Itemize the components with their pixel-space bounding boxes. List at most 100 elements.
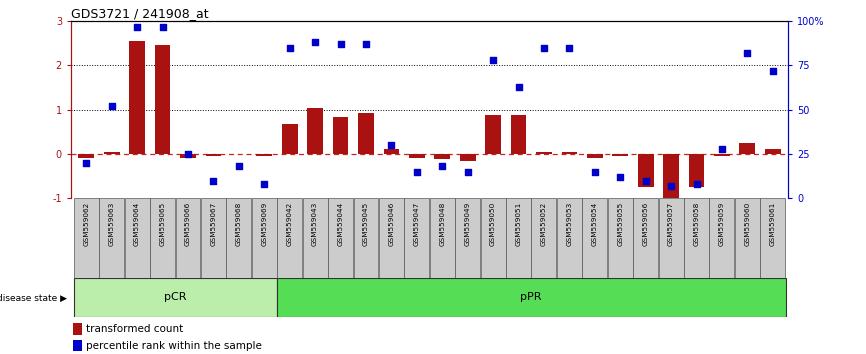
FancyBboxPatch shape xyxy=(456,198,480,278)
Point xyxy=(206,178,220,183)
Point xyxy=(232,164,246,169)
Point xyxy=(486,57,500,63)
Text: pCR: pCR xyxy=(164,292,186,302)
Bar xyxy=(205,154,222,156)
Bar xyxy=(688,154,704,187)
Point xyxy=(613,174,627,180)
Bar xyxy=(155,45,171,154)
Point xyxy=(512,84,526,90)
FancyBboxPatch shape xyxy=(481,198,506,278)
Text: GSM559046: GSM559046 xyxy=(388,201,394,246)
FancyBboxPatch shape xyxy=(532,198,557,278)
FancyBboxPatch shape xyxy=(633,198,658,278)
Text: GSM559043: GSM559043 xyxy=(312,201,318,246)
Text: GSM559059: GSM559059 xyxy=(719,201,725,246)
FancyBboxPatch shape xyxy=(684,198,709,278)
FancyBboxPatch shape xyxy=(353,198,378,278)
Point xyxy=(105,103,119,109)
FancyBboxPatch shape xyxy=(74,278,277,317)
Point xyxy=(664,183,678,189)
Bar xyxy=(409,154,424,158)
Text: GSM559060: GSM559060 xyxy=(745,201,750,246)
Bar xyxy=(435,154,450,159)
Point xyxy=(537,45,551,51)
Bar xyxy=(460,154,475,161)
Bar xyxy=(358,113,374,154)
Point xyxy=(436,164,449,169)
FancyBboxPatch shape xyxy=(608,198,633,278)
Text: GSM559063: GSM559063 xyxy=(109,201,114,246)
FancyBboxPatch shape xyxy=(709,198,734,278)
FancyBboxPatch shape xyxy=(201,198,226,278)
Bar xyxy=(485,115,501,154)
FancyBboxPatch shape xyxy=(582,198,607,278)
FancyBboxPatch shape xyxy=(252,198,277,278)
Bar xyxy=(384,149,399,154)
Bar xyxy=(511,115,527,154)
Point xyxy=(308,40,322,45)
FancyBboxPatch shape xyxy=(277,278,785,317)
FancyBboxPatch shape xyxy=(176,198,200,278)
FancyBboxPatch shape xyxy=(302,198,327,278)
Point xyxy=(257,181,271,187)
Text: pPR: pPR xyxy=(520,292,542,302)
Bar xyxy=(104,152,120,154)
Text: GSM559054: GSM559054 xyxy=(591,201,598,246)
Text: GSM559053: GSM559053 xyxy=(566,201,572,246)
Bar xyxy=(73,323,81,335)
Text: GSM559062: GSM559062 xyxy=(83,201,89,246)
Text: percentile rank within the sample: percentile rank within the sample xyxy=(86,341,262,350)
FancyBboxPatch shape xyxy=(557,198,582,278)
Point xyxy=(689,181,703,187)
Text: GSM559069: GSM559069 xyxy=(262,201,268,246)
FancyBboxPatch shape xyxy=(328,198,353,278)
Text: GSM559061: GSM559061 xyxy=(770,201,776,246)
Bar xyxy=(740,143,755,154)
Text: GSM559055: GSM559055 xyxy=(617,201,624,246)
Bar xyxy=(79,154,94,158)
FancyBboxPatch shape xyxy=(659,198,683,278)
Point xyxy=(130,24,144,29)
Text: GSM559048: GSM559048 xyxy=(439,201,445,246)
Text: GSM559057: GSM559057 xyxy=(668,201,674,246)
FancyBboxPatch shape xyxy=(430,198,455,278)
Bar xyxy=(561,152,578,154)
Text: GSM559047: GSM559047 xyxy=(414,201,420,246)
Bar xyxy=(663,154,679,198)
Point xyxy=(639,178,653,183)
FancyBboxPatch shape xyxy=(379,198,404,278)
Bar xyxy=(73,340,81,351)
FancyBboxPatch shape xyxy=(100,198,124,278)
Text: GSM559045: GSM559045 xyxy=(363,201,369,246)
FancyBboxPatch shape xyxy=(74,198,99,278)
FancyBboxPatch shape xyxy=(404,198,430,278)
Text: GSM559067: GSM559067 xyxy=(210,201,216,246)
Text: GSM559044: GSM559044 xyxy=(338,201,344,246)
Point xyxy=(333,41,347,47)
Bar xyxy=(536,152,552,154)
Point xyxy=(410,169,423,175)
Point xyxy=(283,45,297,51)
FancyBboxPatch shape xyxy=(226,198,251,278)
Point xyxy=(562,45,576,51)
Text: GSM559049: GSM559049 xyxy=(465,201,471,246)
Point xyxy=(588,169,602,175)
Point xyxy=(766,68,779,74)
Point xyxy=(181,151,195,157)
Bar xyxy=(307,108,323,154)
Text: GSM559058: GSM559058 xyxy=(694,201,700,246)
Text: GSM559068: GSM559068 xyxy=(236,201,242,246)
Bar xyxy=(180,154,196,159)
Text: GSM559064: GSM559064 xyxy=(134,201,140,246)
Text: GSM559065: GSM559065 xyxy=(159,201,165,246)
Text: GSM559056: GSM559056 xyxy=(643,201,649,246)
Bar xyxy=(612,154,628,156)
Bar xyxy=(637,154,654,187)
Point xyxy=(740,50,754,56)
Bar xyxy=(129,41,145,154)
Bar xyxy=(256,154,272,156)
Point xyxy=(359,41,373,47)
Point xyxy=(385,142,398,148)
Bar xyxy=(587,154,603,158)
FancyBboxPatch shape xyxy=(735,198,759,278)
